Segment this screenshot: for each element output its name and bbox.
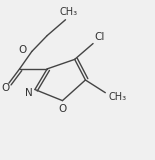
Text: O: O (19, 45, 27, 55)
Text: N: N (25, 88, 33, 98)
Text: O: O (58, 104, 67, 114)
Text: CH₃: CH₃ (60, 7, 78, 16)
Text: Cl: Cl (95, 32, 105, 42)
Text: CH₃: CH₃ (108, 92, 126, 102)
Text: O: O (2, 83, 10, 93)
